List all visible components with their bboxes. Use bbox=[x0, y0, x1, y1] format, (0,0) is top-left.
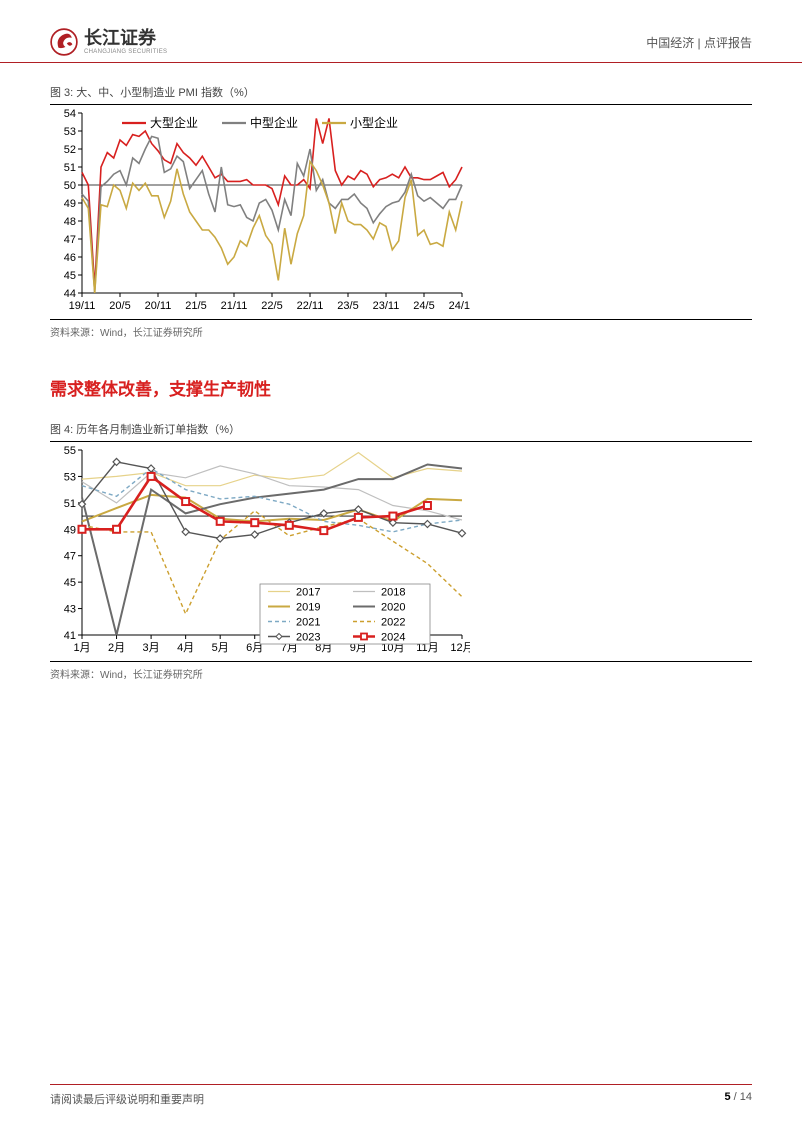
svg-text:22/5: 22/5 bbox=[261, 300, 282, 312]
svg-text:1月: 1月 bbox=[73, 642, 90, 654]
svg-text:55: 55 bbox=[64, 445, 76, 457]
svg-text:22/11: 22/11 bbox=[297, 300, 324, 312]
chart4-title: 图 4: 历年各月制造业新订单指数（%） bbox=[50, 424, 240, 436]
svg-text:51: 51 bbox=[64, 162, 76, 174]
svg-text:53: 53 bbox=[64, 126, 76, 138]
svg-text:2018: 2018 bbox=[381, 587, 405, 599]
chart3-title: 图 3: 大、中、小型制造业 PMI 指数（%） bbox=[50, 87, 255, 99]
svg-text:中型企业: 中型企业 bbox=[250, 115, 298, 130]
svg-text:3月: 3月 bbox=[143, 642, 160, 654]
page-sep: / bbox=[731, 1091, 740, 1103]
svg-text:41: 41 bbox=[64, 630, 76, 642]
footer-disclaimer: 请阅读最后评级说明和重要声明 bbox=[50, 1091, 204, 1107]
page-footer: 请阅读最后评级说明和重要声明 5 / 14 bbox=[50, 1084, 752, 1107]
chart3-block: 图 3: 大、中、小型制造业 PMI 指数（%） 44 45 46 47 48 49 50 5… bbox=[50, 83, 752, 339]
svg-text:45: 45 bbox=[64, 270, 76, 282]
logo-text-cn: 长江证券 bbox=[84, 29, 167, 47]
svg-text:51: 51 bbox=[64, 498, 76, 510]
svg-text:23/11: 23/11 bbox=[373, 300, 400, 312]
svg-text:53: 53 bbox=[64, 471, 76, 483]
page-total: 14 bbox=[740, 1091, 752, 1103]
svg-text:52: 52 bbox=[64, 144, 76, 156]
svg-text:24/11: 24/11 bbox=[449, 300, 470, 312]
svg-text:4月: 4月 bbox=[177, 642, 194, 654]
chart3-svg: 44 45 46 47 48 49 50 51 52 53 54 19/11 20/5 20/11 21/5… bbox=[50, 107, 470, 317]
svg-text:50: 50 bbox=[64, 180, 76, 192]
svg-text:2024: 2024 bbox=[381, 632, 405, 644]
svg-text:2019: 2019 bbox=[296, 602, 320, 614]
svg-text:小型企业: 小型企业 bbox=[350, 115, 398, 130]
section-heading: 需求整体改善，支撑生产韧性 bbox=[50, 375, 752, 400]
svg-text:24/5: 24/5 bbox=[413, 300, 434, 312]
svg-text:12月: 12月 bbox=[450, 642, 470, 654]
svg-text:48: 48 bbox=[64, 216, 76, 228]
svg-text:2021: 2021 bbox=[296, 617, 320, 629]
svg-text:2月: 2月 bbox=[108, 642, 125, 654]
logo-text-en: CHANGJIANG SECURITIES bbox=[84, 49, 167, 55]
svg-text:43: 43 bbox=[64, 604, 76, 616]
svg-text:5月: 5月 bbox=[212, 642, 229, 654]
svg-text:44: 44 bbox=[64, 288, 76, 300]
svg-text:46: 46 bbox=[64, 252, 76, 264]
svg-text:大型企业: 大型企业 bbox=[150, 115, 198, 130]
chart4-block: 图 4: 历年各月制造业新订单指数（%） 41 43 45 47 49 51 53 55 1月 2… bbox=[50, 420, 752, 681]
svg-text:20/11: 20/11 bbox=[145, 300, 172, 312]
chart4-source: 资料来源：Wind，长江证券研究所 bbox=[50, 661, 752, 681]
svg-text:21/5: 21/5 bbox=[185, 300, 206, 312]
svg-text:2023: 2023 bbox=[296, 632, 320, 644]
footer-page: 5 / 14 bbox=[724, 1091, 752, 1107]
svg-text:2017: 2017 bbox=[296, 587, 320, 599]
svg-text:23/5: 23/5 bbox=[337, 300, 358, 312]
logo-icon bbox=[50, 28, 78, 56]
header-category: 中国经济 | 点评报告 bbox=[646, 34, 752, 51]
svg-text:49: 49 bbox=[64, 524, 76, 536]
svg-text:54: 54 bbox=[64, 108, 76, 120]
page-header: 长江证券 CHANGJIANG SECURITIES 中国经济 | 点评报告 bbox=[0, 0, 802, 63]
logo: 长江证券 CHANGJIANG SECURITIES bbox=[50, 28, 167, 56]
chart3-source: 资料来源：Wind，长江证券研究所 bbox=[50, 319, 752, 339]
svg-text:49: 49 bbox=[64, 198, 76, 210]
svg-text:47: 47 bbox=[64, 551, 76, 563]
svg-text:47: 47 bbox=[64, 234, 76, 246]
svg-text:45: 45 bbox=[64, 577, 76, 589]
svg-text:2020: 2020 bbox=[381, 602, 405, 614]
chart4-svg: 41434547495153551月2月3月4月5月6月7月8月9月10月11月… bbox=[50, 444, 470, 659]
svg-text:21/11: 21/11 bbox=[221, 300, 248, 312]
svg-text:19/11: 19/11 bbox=[69, 300, 96, 312]
svg-text:2022: 2022 bbox=[381, 617, 405, 629]
svg-text:20/5: 20/5 bbox=[109, 300, 130, 312]
